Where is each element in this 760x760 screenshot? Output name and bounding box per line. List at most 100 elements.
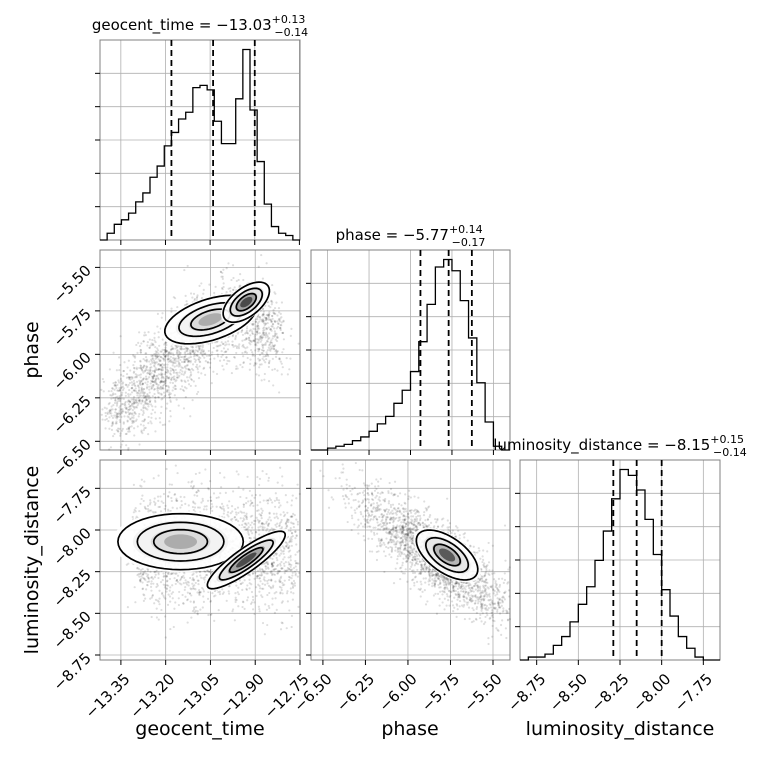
panel-geocent-phase-sample-point [144,399,147,403]
panel-geocent-phase-sample-point [159,381,162,384]
panel-geocent-phase-sample-point [264,361,267,364]
panel-geocent-phase-sample-point [256,322,260,325]
panel-geocent-phase-sample-point [263,324,266,327]
panel-geocent-luminosity-sample-point [292,583,295,586]
panel-geocent-luminosity-sample-point [228,592,231,595]
panel-geocent-luminosity-sample-point [273,516,276,519]
panel-geocent-phase-sample-point [138,400,141,403]
panel-geocent-phase-sample-point [162,380,165,383]
panel-geocent-phase-sample-point [195,353,198,356]
panel-geocent-phase-sample-point [118,409,121,413]
panel-geocent-phase-sample-point [251,353,255,356]
panel-geocent-phase-sample-point [235,345,238,348]
panel-geocent-phase-sample-point [150,412,153,415]
panel-geocent-phase-sample-point [157,383,160,387]
panel-geocent-phase-sample-point [142,364,146,367]
panel-geocent-phase-sample-point [189,355,193,359]
panel-geocent-phase-sample-point [196,294,199,297]
panel-geocent-luminosity-sample-point [191,487,194,490]
panel-geocent-luminosity-sample-point [261,582,264,585]
panel-geocent-luminosity-sample-point [157,474,160,477]
panel-geocent-phase-sample-point [286,373,289,376]
panel-geocent-luminosity-sample-point [148,509,151,512]
panel-geocent-phase-sample-point [205,354,209,357]
panel-geocent-phase-sample-point [111,393,115,396]
panel-geocent-phase-sample-point [161,372,164,376]
panel-geocent-luminosity-sample-point [279,592,282,595]
panel-geocent-luminosity-sample-point [206,597,210,600]
panel-geocent-luminosity-sample-point [294,537,297,540]
panel-geocent-luminosity-sample-point [237,473,240,476]
panel-geocent-phase-sample-point [141,382,144,385]
panel-geocent-luminosity-sample-point [165,590,168,593]
panel-geocent-phase-sample-point [268,348,271,351]
panel-geocent-luminosity-sample-point [275,515,278,518]
panel-geocent-phase-sample-point [148,400,151,403]
panel-geocent-phase-sample-point [226,340,230,343]
panel-geocent-luminosity-sample-point [279,580,282,583]
panel-geocent-phase-sample-point [145,378,148,381]
panel-geocent-luminosity-sample-point [245,523,248,527]
panel-geocent-luminosity-sample-point [295,543,298,546]
panel-geocent-luminosity-sample-point [269,571,272,574]
panel-geocent-phase-sample-point [155,377,158,380]
panel-geocent-phase-sample-point [120,386,123,390]
panel-geocent-luminosity-sample-point [268,522,271,525]
panel-geocent-phase-sample-point [236,332,239,335]
panel-geocent-luminosity-sample-point [294,530,297,533]
panel-geocent-phase-sample-point [159,364,162,367]
panel-geocent-phase-sample-point [132,405,135,408]
panel-geocent-luminosity-sample-point [292,525,296,529]
panel-geocent-luminosity-sample-point [290,591,293,594]
panel-geocent-phase-sample-point [247,338,251,341]
panel-geocent-phase-sample-point [262,349,265,352]
panel-geocent-luminosity-sample-point [166,579,169,582]
panel-geocent-phase-sample-point [275,339,279,343]
panel-geocent-luminosity-sample-point [168,577,172,581]
panel-geocent-luminosity-sample-point [253,523,256,526]
panel-geocent-luminosity-sample-point [272,573,275,576]
panel-geocent-luminosity-sample-point [250,494,254,497]
panel-geocent-phase-sample-point [136,394,139,397]
panel-geocent-luminosity-sample-point [249,504,252,507]
panel-geocent-phase-sample-point [140,368,144,371]
panel-geocent-luminosity-sample-point [261,527,264,530]
panel-geocent-luminosity-sample-point [263,583,267,586]
panel-geocent-phase-sample-point [187,383,191,386]
panel-geocent-phase-sample-point [171,352,174,355]
panel-geocent-phase-sample-point [113,401,117,405]
panel-geocent-phase-sample-point [260,351,263,355]
panel-geocent-phase-sample-point [141,366,145,369]
panel-geocent-phase-sample-point [162,387,165,390]
panel-geocent-luminosity-sample-point [180,503,183,507]
panel-geocent-luminosity-sample-point [257,526,260,529]
panel-geocent-phase-sample-point [267,315,270,318]
panel-geocent-phase-sample-point [156,363,160,366]
panel-geocent-phase-sample-point [280,316,283,319]
panel-geocent-phase-sample-point [191,398,194,402]
panel-geocent-phase-sample-point [189,374,192,377]
panel-geocent-phase-sample-point [110,412,113,415]
panel-geocent-luminosity-sample-point [215,505,218,508]
panel-geocent-phase-sample-point [102,380,105,383]
panel-geocent-phase-sample-point [154,381,158,384]
panel-geocent-luminosity-sample-point [152,477,155,480]
panel-geocent-luminosity-sample-point [199,608,202,611]
panel-geocent-luminosity-sample-point [276,559,279,562]
panel-geocent-luminosity-sample-point [261,470,264,473]
panel-geocent-phase-sample-point [169,351,172,354]
panel-geocent-luminosity-sample-point [139,484,142,487]
panel-geocent-luminosity-sample-point [246,584,249,587]
panel-geocent-luminosity-sample-point [256,569,260,572]
panel-geocent-luminosity-sample-point [289,537,292,540]
panel-geocent-phase-sample-point [148,388,151,391]
panel-phase-luminosity-sample-point [481,555,484,558]
panel-geocent-phase-sample-point [182,407,186,410]
panel-geocent-luminosity-sample-point [186,621,189,624]
panel-geocent-phase-sample-point [116,402,119,405]
panel-geocent-phase-sample-point [133,402,136,405]
panel-geocent-phase-sample-point [124,383,127,386]
panel-geocent-luminosity-sample-point [272,512,276,515]
panel-geocent-phase-sample-point [135,391,139,394]
panel-geocent-phase-sample-point [138,382,141,385]
